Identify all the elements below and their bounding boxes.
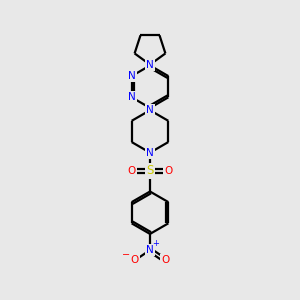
Text: +: + xyxy=(152,239,159,248)
Text: N: N xyxy=(146,148,154,158)
Text: N: N xyxy=(146,105,154,115)
Text: N: N xyxy=(146,60,154,70)
Text: O: O xyxy=(128,166,136,176)
Text: O: O xyxy=(164,166,172,176)
Text: N: N xyxy=(146,245,154,255)
Text: O: O xyxy=(161,255,170,266)
Text: −: − xyxy=(122,250,130,260)
Text: N: N xyxy=(128,71,136,81)
Text: S: S xyxy=(146,164,154,177)
Text: N: N xyxy=(128,92,136,102)
Text: O: O xyxy=(130,255,139,266)
